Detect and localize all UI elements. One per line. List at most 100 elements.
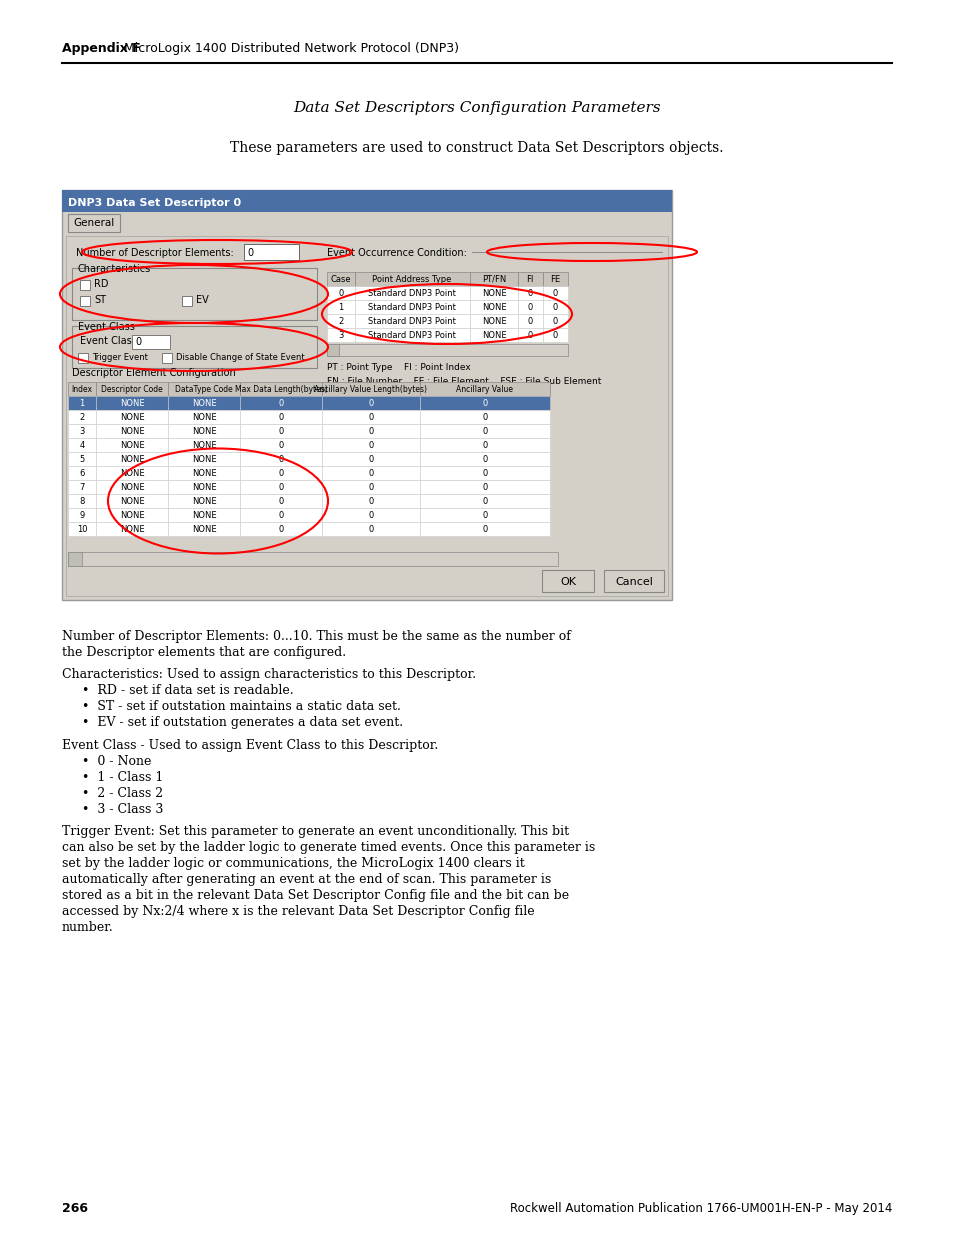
- Bar: [68, 522, 96, 536]
- Bar: [541, 571, 594, 592]
- Bar: [68, 480, 96, 494]
- Bar: [62, 190, 671, 600]
- Bar: [168, 480, 240, 494]
- Text: 0: 0: [482, 399, 487, 408]
- Text: 0: 0: [368, 469, 374, 478]
- Bar: [96, 452, 168, 466]
- Bar: [419, 438, 550, 452]
- Text: Number of Descriptor Elements: 0...10. This must be the same as the number of: Number of Descriptor Elements: 0...10. T…: [62, 630, 570, 643]
- Bar: [96, 410, 168, 424]
- Bar: [419, 396, 550, 410]
- Text: NONE: NONE: [192, 399, 216, 408]
- Text: set by the ladder logic or communications, the MicroLogix 1400 clears it: set by the ladder logic or communication…: [62, 857, 524, 871]
- Bar: [419, 410, 550, 424]
- Text: 0: 0: [552, 331, 558, 340]
- Bar: [240, 522, 322, 536]
- Text: Descriptor Code: Descriptor Code: [101, 385, 163, 394]
- Text: •  RD - set if data set is readable.: • RD - set if data set is readable.: [82, 684, 294, 698]
- Text: NONE: NONE: [119, 496, 144, 506]
- Text: •  3 - Class 3: • 3 - Class 3: [82, 803, 163, 816]
- Bar: [355, 287, 470, 300]
- Text: 0: 0: [482, 441, 487, 450]
- Text: number.: number.: [62, 921, 113, 934]
- Bar: [240, 480, 322, 494]
- Text: 0: 0: [482, 496, 487, 506]
- Text: Standard DNP3 Point: Standard DNP3 Point: [368, 289, 456, 298]
- Bar: [355, 329, 470, 342]
- Text: 0: 0: [247, 248, 253, 258]
- Bar: [96, 438, 168, 452]
- Bar: [162, 353, 172, 363]
- Text: Standard DNP3 Point: Standard DNP3 Point: [368, 317, 456, 326]
- Text: FE: FE: [549, 275, 559, 284]
- Bar: [517, 329, 542, 342]
- Bar: [68, 552, 558, 566]
- Text: 0: 0: [278, 469, 283, 478]
- Text: 4: 4: [79, 441, 85, 450]
- Bar: [68, 494, 96, 508]
- Text: 0: 0: [338, 289, 343, 298]
- Text: Data Set Descriptors Configuration Parameters: Data Set Descriptors Configuration Param…: [293, 101, 660, 115]
- Text: NONE: NONE: [192, 511, 216, 520]
- Text: 0: 0: [527, 289, 532, 298]
- Text: NONE: NONE: [119, 469, 144, 478]
- Text: NONE: NONE: [481, 331, 506, 340]
- Text: NONE: NONE: [119, 427, 144, 436]
- Bar: [603, 571, 663, 592]
- Text: •  1 - Class 1: • 1 - Class 1: [82, 771, 163, 784]
- Text: Ancillary Value: Ancillary Value: [456, 385, 513, 394]
- Bar: [542, 329, 567, 342]
- Bar: [132, 335, 170, 350]
- Bar: [470, 300, 517, 314]
- Text: 5: 5: [79, 454, 85, 464]
- Text: 2: 2: [338, 317, 343, 326]
- Bar: [419, 522, 550, 536]
- Text: can also be set by the ladder logic to generate timed events. Once this paramete: can also be set by the ladder logic to g…: [62, 841, 595, 855]
- Text: 0: 0: [368, 511, 374, 520]
- Text: Event Occurrence Condition:: Event Occurrence Condition:: [327, 248, 466, 258]
- Text: NONE: NONE: [192, 412, 216, 422]
- Text: Trigger Event: Set this parameter to generate an event unconditionally. This bit: Trigger Event: Set this parameter to gen…: [62, 825, 569, 839]
- Text: 0: 0: [552, 317, 558, 326]
- Text: NONE: NONE: [192, 496, 216, 506]
- Text: Index: Index: [71, 385, 92, 394]
- Text: ST: ST: [94, 295, 106, 305]
- Bar: [168, 522, 240, 536]
- Text: RD: RD: [94, 279, 109, 289]
- Text: NONE: NONE: [481, 289, 506, 298]
- Text: 0: 0: [527, 317, 532, 326]
- Bar: [542, 272, 567, 287]
- Text: MicroLogix 1400 Distributed Network Protocol (DNP3): MicroLogix 1400 Distributed Network Prot…: [124, 42, 458, 56]
- Bar: [419, 508, 550, 522]
- Text: 0: 0: [552, 303, 558, 312]
- Text: Point Address Type: Point Address Type: [372, 275, 451, 284]
- Text: 0: 0: [482, 483, 487, 492]
- Text: 0: 0: [368, 454, 374, 464]
- Text: •  0 - None: • 0 - None: [82, 755, 152, 768]
- Bar: [168, 494, 240, 508]
- Bar: [470, 329, 517, 342]
- Text: NONE: NONE: [192, 454, 216, 464]
- Bar: [96, 522, 168, 536]
- Text: Appendix F: Appendix F: [62, 42, 141, 56]
- Text: •  EV - set if outstation generates a data set event.: • EV - set if outstation generates a dat…: [82, 716, 403, 730]
- Bar: [182, 296, 192, 306]
- Text: 10: 10: [76, 525, 87, 534]
- Text: Case: Case: [331, 275, 351, 284]
- Bar: [80, 280, 90, 290]
- Bar: [322, 396, 419, 410]
- Bar: [96, 494, 168, 508]
- Text: 0: 0: [482, 525, 487, 534]
- Text: Standard DNP3 Point: Standard DNP3 Point: [368, 331, 456, 340]
- Text: 0: 0: [278, 511, 283, 520]
- Bar: [327, 314, 355, 329]
- Bar: [168, 452, 240, 466]
- Bar: [240, 452, 322, 466]
- Bar: [68, 438, 96, 452]
- Text: 0: 0: [527, 303, 532, 312]
- Text: NONE: NONE: [119, 399, 144, 408]
- Bar: [96, 480, 168, 494]
- Text: the Descriptor elements that are configured.: the Descriptor elements that are configu…: [62, 646, 346, 659]
- Text: NONE: NONE: [119, 525, 144, 534]
- Bar: [327, 272, 355, 287]
